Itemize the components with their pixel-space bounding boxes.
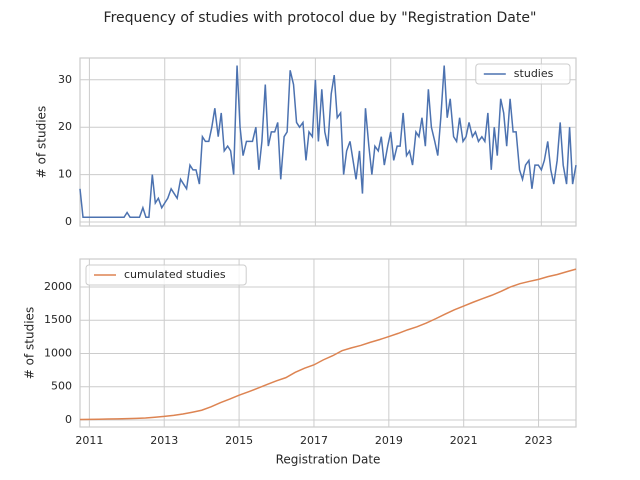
axes-frame: [79, 258, 577, 428]
x-tick-label: 2019: [375, 434, 403, 447]
x-tick-label: 2013: [150, 434, 178, 447]
axes-frame: [79, 57, 577, 227]
x-tick-label: 2011: [75, 434, 103, 447]
legend-label: studies: [514, 67, 554, 80]
x-tick-label: 2023: [525, 434, 553, 447]
legend-box: [85, 264, 247, 286]
y-axis-label: # of studies: [35, 106, 49, 178]
x-tick-label: 2017: [300, 434, 328, 447]
y-tick-label: 20: [58, 120, 72, 133]
y-tick-label: 10: [58, 168, 72, 181]
y-tick-label: 1000: [44, 346, 72, 359]
legend-box: [475, 63, 571, 85]
y-tick-label: 2000: [44, 280, 72, 293]
x-tick-label: 2021: [450, 434, 478, 447]
y-tick-label: 1500: [44, 313, 72, 326]
y-tick-label: 30: [58, 73, 72, 86]
data-line: [79, 65, 577, 218]
legend-label: cumulated studies: [124, 268, 226, 281]
figure-title: Frequency of studies with protocol due b…: [104, 10, 537, 26]
x-axis-label: Registration Date: [276, 453, 381, 467]
y-axis-label: # of studies: [23, 307, 37, 379]
y-tick-label: 500: [51, 380, 72, 393]
x-tick-label: 2015: [225, 434, 253, 447]
y-tick-label: 0: [65, 215, 72, 228]
y-tick-label: 0: [65, 413, 72, 426]
data-line: [79, 268, 577, 421]
